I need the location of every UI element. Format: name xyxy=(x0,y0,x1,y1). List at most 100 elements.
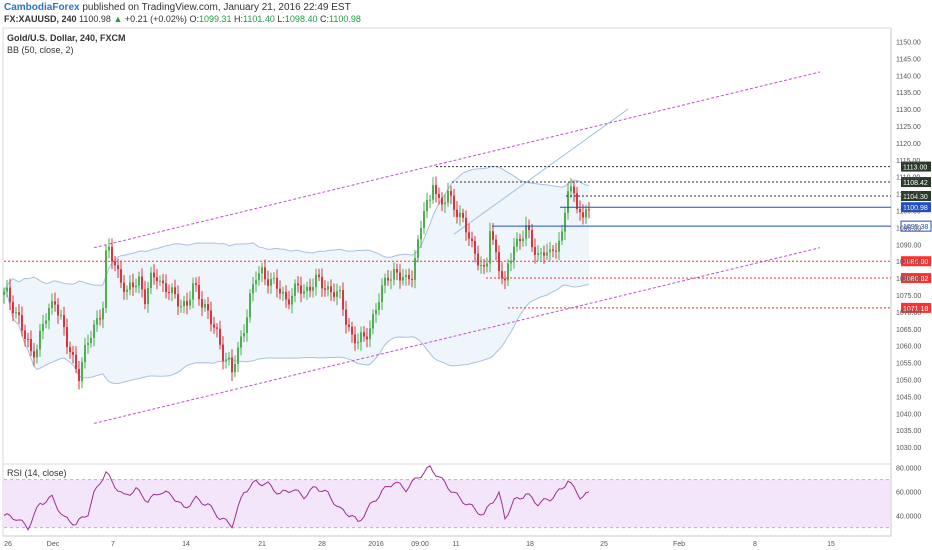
candle xyxy=(474,236,476,263)
channel-upper-line[interactable] xyxy=(93,71,821,249)
candle xyxy=(324,280,326,297)
candle xyxy=(21,306,23,337)
candle xyxy=(411,270,413,288)
candle xyxy=(336,283,338,306)
candle xyxy=(462,208,464,223)
candle xyxy=(78,360,80,390)
candle xyxy=(99,309,101,326)
candle xyxy=(255,271,257,293)
time-axis-ticks: 26 Dec 7 14 21 28 2016 09:00 11 18 25 Feb 8 15 xyxy=(4,541,835,548)
level-price-label: 1095.38 xyxy=(903,224,928,231)
candle xyxy=(33,343,35,367)
candle xyxy=(24,324,26,347)
candle xyxy=(348,318,350,332)
candle xyxy=(207,296,209,320)
candle xyxy=(210,301,212,332)
candle xyxy=(57,298,59,324)
candle xyxy=(3,287,5,304)
candle xyxy=(297,276,299,293)
candle xyxy=(243,324,245,343)
candle xyxy=(537,245,539,262)
inner-trend-line[interactable] xyxy=(453,108,629,235)
price-tick-label: 1045.00 xyxy=(896,394,921,401)
candle xyxy=(270,272,272,294)
candle xyxy=(369,320,371,347)
candle xyxy=(282,286,284,302)
publish-line: CambodiaForex published on TradingView.c… xyxy=(4,2,351,13)
bb-fill xyxy=(4,166,589,384)
price-tick-label: 1115.00 xyxy=(896,158,920,165)
candle xyxy=(507,259,509,286)
level-price-tag xyxy=(901,161,931,172)
candle xyxy=(201,291,203,317)
candle xyxy=(204,299,206,312)
candles xyxy=(3,176,590,390)
candle xyxy=(321,268,323,297)
author-link[interactable]: CambodiaForex xyxy=(4,2,80,13)
candle xyxy=(15,307,17,319)
candle xyxy=(510,252,512,272)
candle xyxy=(258,266,260,286)
candle xyxy=(72,345,74,364)
candle xyxy=(546,243,548,261)
candle xyxy=(390,270,392,290)
candle xyxy=(162,273,164,292)
level-price-tag xyxy=(901,256,931,267)
high-value: 1101.40 xyxy=(243,14,275,24)
candle xyxy=(579,200,581,221)
symbol: FX:XAUUSD, 240 xyxy=(4,14,77,24)
candle xyxy=(501,262,503,285)
price-tick-label: 1100.00 xyxy=(896,209,921,216)
level-price-label: 1113.00 xyxy=(903,165,927,172)
candle xyxy=(318,268,320,282)
candle xyxy=(486,257,488,273)
rsi-series xyxy=(3,465,890,531)
level-price-tag xyxy=(901,273,931,284)
candle xyxy=(495,234,497,261)
candle xyxy=(420,220,422,249)
candle xyxy=(306,281,308,300)
channel-lower-line[interactable] xyxy=(93,247,821,424)
candle xyxy=(432,177,434,204)
channel-lines xyxy=(93,71,821,424)
candle xyxy=(549,242,551,262)
candle xyxy=(63,306,65,336)
horizontal-levels: 1113.00 1108.42 1104.30 1100.98 1095.38 1085.… xyxy=(4,161,932,313)
candle xyxy=(393,262,395,286)
candle xyxy=(438,187,440,205)
price-tick-label: 1040.00 xyxy=(896,411,921,418)
rsi-pane-title[interactable]: RSI (14, close) xyxy=(7,468,67,478)
candle xyxy=(222,335,224,370)
open-value: 1099.31 xyxy=(198,14,232,24)
price-tick-label: 1065.00 xyxy=(896,327,921,334)
candle xyxy=(414,250,416,289)
price-tick-label: 1110.00 xyxy=(896,175,920,182)
rsi-tick-label: 40.0000 xyxy=(896,514,921,521)
candle xyxy=(234,355,236,378)
bb-indicator-label[interactable]: BB (50, close, 2) xyxy=(7,45,74,55)
candle xyxy=(90,330,92,348)
time-tick-label: 26 xyxy=(4,541,12,548)
candle xyxy=(264,259,266,286)
price-tick-label: 1125.00 xyxy=(896,124,921,131)
time-tick-label: 21 xyxy=(258,541,266,548)
candle xyxy=(6,279,8,298)
candle xyxy=(552,244,554,258)
candle xyxy=(309,278,311,298)
candle xyxy=(231,349,233,382)
price-tick-label: 1055.00 xyxy=(896,361,921,368)
time-tick-label: 7 xyxy=(111,541,115,548)
candle xyxy=(36,344,38,364)
candle xyxy=(312,278,314,298)
candle xyxy=(102,301,104,329)
candle xyxy=(540,247,542,261)
price-tick-label: 1140.00 xyxy=(896,73,921,80)
publish-text: published on TradingView.com, January 21… xyxy=(82,2,351,13)
candle xyxy=(342,282,344,316)
candle xyxy=(504,271,506,290)
time-tick-label: 18 xyxy=(526,541,534,548)
candle xyxy=(60,309,62,320)
candle xyxy=(75,346,77,374)
candle xyxy=(219,320,221,350)
